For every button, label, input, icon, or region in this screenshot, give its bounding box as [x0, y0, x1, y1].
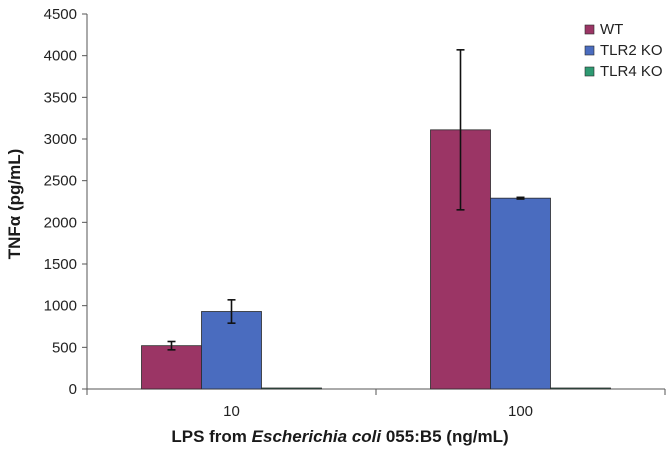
- y-tick-label: 3000: [44, 131, 77, 148]
- legend-swatch: [584, 24, 595, 35]
- y-tick-label: 4000: [44, 48, 77, 65]
- x-axis-title: LPS from Escherichia coli 055:B5 (ng/mL): [171, 427, 508, 446]
- y-tick-label: 1000: [44, 298, 77, 315]
- y-tick-label: 2500: [44, 173, 77, 190]
- y-tick-label: 2000: [44, 214, 77, 231]
- y-axis: 0 500 1000 1500 2000 2500 3000 3500 4000 4500: [44, 6, 88, 398]
- legend-swatch: [584, 45, 595, 56]
- legend-swatch: [584, 66, 595, 77]
- y-tick-label: 0: [69, 381, 77, 398]
- y-tick-label: 3500: [44, 89, 77, 106]
- bar: [261, 387, 322, 390]
- bar: [141, 345, 202, 390]
- bar: [550, 387, 611, 390]
- y-axis-title: TNFα (pg/mL): [5, 149, 24, 260]
- x-axis: 10 100: [86, 388, 666, 420]
- legend-label: TLR4 KO: [600, 63, 663, 80]
- bar: [490, 197, 551, 390]
- y-tick-label: 500: [52, 339, 77, 356]
- legend: WT TLR2 KO TLR4 KO: [584, 21, 663, 80]
- legend-label: TLR2 KO: [600, 42, 663, 59]
- y-tick-label: 4500: [44, 6, 77, 23]
- y-tick-label: 1500: [44, 256, 77, 273]
- x-tick-label: 100: [508, 403, 533, 420]
- x-axis-title-italic: Escherichia coli: [252, 427, 383, 446]
- x-axis-title-suffix: 055:B5 (ng/mL): [381, 427, 509, 446]
- legend-label: WT: [600, 21, 623, 38]
- x-tick-label: 10: [223, 403, 240, 420]
- bars: [141, 49, 611, 390]
- x-axis-title-prefix: LPS from: [171, 427, 251, 446]
